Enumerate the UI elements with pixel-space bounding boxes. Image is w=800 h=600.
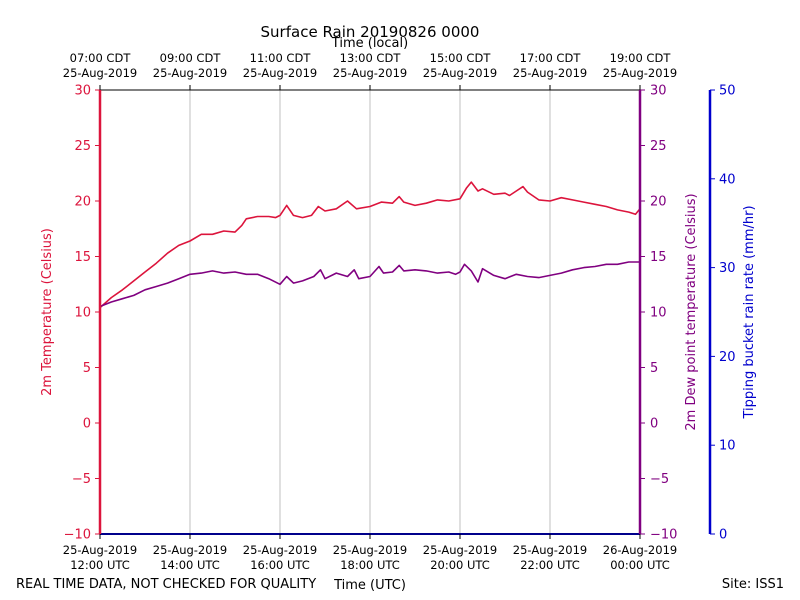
bottom-tick-label-time: 20:00 UTC [430,558,490,572]
left-tick-label: 25 [74,139,91,154]
top-tick-label-date: 25-Aug-2019 [513,66,587,80]
right-inner-tick-label: −5 [650,472,669,487]
bottom-tick-label-time: 12:00 UTC [70,558,130,572]
right-outer-tick-label: 30 [719,261,736,276]
axes: −10 −10 −5 −5 0 0 5 5 10 10 15 15 20 20 25 25 30 30 0 10 20 3… [63,51,736,572]
bottom-tick-label-date: 25-Aug-2019 [333,543,407,557]
right-outer-tick-label: 10 [719,439,736,454]
left-tick-label: −5 [72,472,91,487]
left-tick-label: 20 [74,195,91,210]
right-inner-axis-label: 2m Dew point temperature (Celsius) [684,193,699,430]
bottom-tick-label-date: 25-Aug-2019 [153,543,227,557]
series-line-temperature [99,181,641,309]
bottom-tick-label-time: 16:00 UTC [250,558,310,572]
series-layer [99,181,641,309]
footer-quality-note: REAL TIME DATA, NOT CHECKED FOR QUALITY [16,577,316,592]
top-tick-label-date: 25-Aug-2019 [153,66,227,80]
bottom-tick-label-date: 25-Aug-2019 [513,543,587,557]
chart-title: Surface Rain 20190826 0000 [261,23,480,41]
gridlines [189,90,551,534]
top-tick-label-date: 25-Aug-2019 [333,66,407,80]
top-tick-label-time: 11:00 CDT [250,51,312,65]
top-tick-label-date: 25-Aug-2019 [603,66,677,80]
bottom-tick-label-date: 25-Aug-2019 [243,543,317,557]
bottom-tick-label-time: 22:00 UTC [520,558,580,572]
right-inner-tick-label: 20 [650,195,667,210]
right-outer-tick-label: 0 [719,528,727,543]
right-inner-tick-label: 25 [650,139,667,154]
bottom-axis-label: Time (UTC) [333,578,406,593]
top-axis-label: Time (local) [331,36,408,51]
left-axis-label: 2m Temperature (Celsius) [40,228,55,396]
chart-labels: Surface Rain 20190826 0000 Time (local) … [16,23,784,593]
right-inner-tick-label: 5 [650,361,658,376]
right-outer-axis-label: Tipping bucket rain rate (mm/hr) [742,205,757,419]
top-tick-label-time: 15:00 CDT [430,51,492,65]
left-tick-label: 15 [74,250,91,265]
top-tick-label-time: 13:00 CDT [340,51,402,65]
bottom-tick-label-time: 00:00 UTC [610,558,670,572]
top-tick-label-time: 19:00 CDT [610,51,672,65]
bottom-tick-label-time: 14:00 UTC [160,558,220,572]
right-inner-tick-label: 30 [650,84,667,99]
bottom-tick-label-date: 25-Aug-2019 [423,543,497,557]
left-tick-label: 30 [74,84,91,99]
right-outer-tick-label: 40 [719,172,736,187]
top-tick-label-date: 25-Aug-2019 [63,66,137,80]
top-tick-label-date: 25-Aug-2019 [243,66,317,80]
bottom-tick-label-date: 26-Aug-2019 [603,543,677,557]
left-tick-label: 5 [83,361,91,376]
footer-site: Site: ISS1 [722,577,784,592]
left-tick-label: −10 [64,528,91,543]
top-tick-label-time: 17:00 CDT [520,51,582,65]
right-inner-tick-label: 0 [650,417,658,432]
left-tick-label: 10 [74,306,91,321]
top-tick-label-time: 07:00 CDT [70,51,132,65]
top-tick-label-time: 09:00 CDT [160,51,222,65]
right-inner-tick-label: −10 [650,528,677,543]
series-line-dewpoint [99,256,641,308]
right-outer-tick-label: 20 [719,350,736,365]
top-tick-label-date: 25-Aug-2019 [423,66,497,80]
right-inner-tick-label: 15 [650,250,667,265]
right-outer-tick-label: 50 [719,84,736,99]
right-inner-tick-label: 10 [650,306,667,321]
bottom-tick-label-time: 18:00 UTC [340,558,400,572]
bottom-tick-label-date: 25-Aug-2019 [63,543,137,557]
left-tick-label: 0 [83,417,91,432]
